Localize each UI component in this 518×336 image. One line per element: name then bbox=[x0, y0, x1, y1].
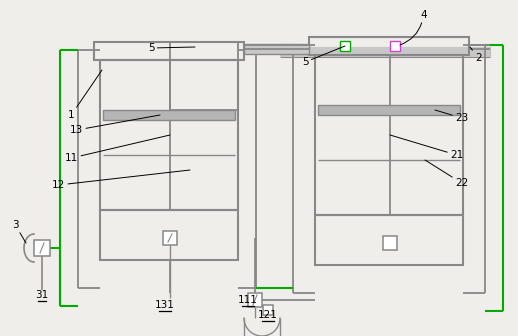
Bar bbox=[340, 41, 350, 51]
Text: 13: 13 bbox=[70, 115, 160, 135]
Bar bbox=[263, 305, 273, 315]
Text: 23: 23 bbox=[435, 110, 468, 123]
Text: 2: 2 bbox=[470, 47, 482, 63]
Bar bbox=[390, 41, 400, 51]
Text: 111: 111 bbox=[238, 295, 258, 305]
Bar bbox=[248, 293, 262, 307]
Text: 21: 21 bbox=[390, 135, 463, 160]
Text: 22: 22 bbox=[425, 160, 468, 188]
Text: 31: 31 bbox=[35, 290, 49, 300]
Bar bbox=[383, 236, 397, 250]
Text: 5: 5 bbox=[302, 46, 345, 67]
Bar bbox=[315, 215, 463, 265]
Text: 1: 1 bbox=[68, 70, 102, 120]
Text: 131: 131 bbox=[155, 300, 175, 310]
Bar bbox=[103, 110, 235, 120]
Text: 121: 121 bbox=[258, 310, 278, 320]
Bar bbox=[309, 37, 469, 55]
Bar bbox=[315, 55, 463, 215]
Bar bbox=[318, 105, 460, 115]
Text: 4: 4 bbox=[400, 10, 427, 45]
Text: 5: 5 bbox=[148, 43, 195, 53]
Bar bbox=[280, 47, 490, 57]
Bar bbox=[94, 42, 244, 60]
Bar bbox=[100, 60, 238, 210]
Text: 11: 11 bbox=[65, 135, 170, 163]
Text: 12: 12 bbox=[52, 170, 190, 190]
Bar bbox=[100, 210, 238, 260]
Bar bbox=[170, 42, 238, 110]
Bar bbox=[244, 44, 309, 54]
Bar bbox=[34, 240, 50, 256]
Text: 3: 3 bbox=[12, 220, 26, 243]
Bar bbox=[163, 231, 177, 245]
